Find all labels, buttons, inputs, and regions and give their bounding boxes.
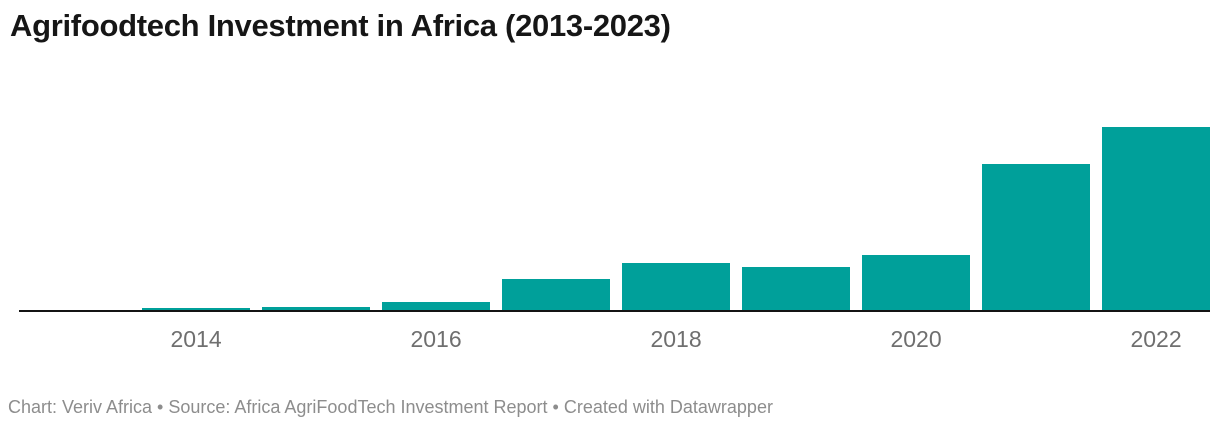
bar-2014 [142, 308, 250, 310]
x-tick-label-2014: 2014 [170, 326, 222, 352]
bar-2019 [742, 267, 850, 310]
bar-2017 [502, 279, 610, 310]
bar-2018 [622, 263, 730, 310]
x-tick-label-2018: 2018 [650, 326, 702, 352]
x-axis-line [19, 310, 1210, 312]
chart-footer-attribution: Chart: Veriv Africa • Source: Africa Agr… [8, 397, 773, 417]
bar-2020 [862, 255, 970, 310]
bar-2022 [1102, 127, 1210, 310]
bar-2021 [982, 164, 1090, 310]
chart-title: Agrifoodtech Investment in Africa (2013-… [10, 8, 671, 43]
bar-2015 [262, 306, 370, 310]
bar-2016 [382, 302, 490, 310]
x-tick-label-2022: 2022 [1130, 326, 1182, 352]
x-tick-label-2020: 2020 [890, 326, 942, 352]
x-tick-label-2016: 2016 [410, 326, 462, 352]
